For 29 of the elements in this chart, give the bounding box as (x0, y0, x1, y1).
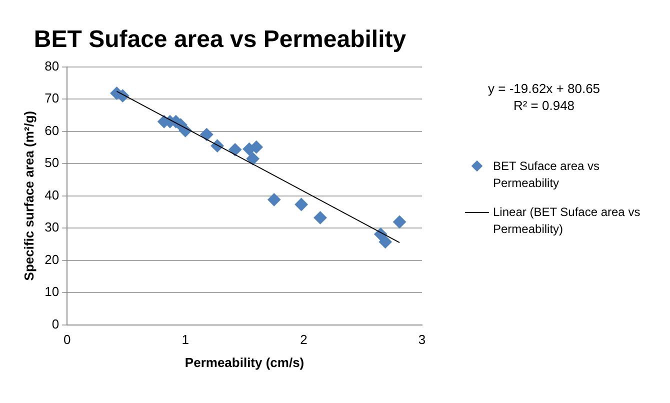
chart-title: BET Suface area vs Permeability (34, 26, 407, 54)
point (246, 152, 260, 166)
y-tick-label: 30 (44, 220, 60, 235)
y-tick-label: 10 (44, 284, 60, 300)
legend-label: Linear (BET Suface area vs Permeability) (493, 204, 642, 238)
point (378, 235, 392, 248)
x-tick-label: 0 (63, 332, 71, 348)
y-tick-label: 60 (44, 122, 60, 138)
y-axis-title: Specific surface area (m²/g) (21, 110, 36, 281)
y-tick-label: 70 (44, 90, 60, 106)
point (393, 215, 406, 228)
x-tick-label: 1 (182, 332, 189, 348)
text: y = -19.62x + 80.65 (488, 80, 600, 97)
point (250, 140, 263, 154)
point (268, 193, 281, 206)
x-tick-label: 2 (300, 332, 308, 348)
point (200, 128, 214, 142)
x-tick-label: 3 (418, 332, 426, 348)
y-tick-label: 40 (44, 187, 60, 202)
y-tick-label: 80 (44, 58, 60, 74)
y-tick-label: 50 (44, 155, 60, 170)
text: R² = 0.948 (512, 97, 576, 114)
legend-label: BET Suface area vs Permeability (493, 158, 600, 192)
point (294, 198, 308, 212)
point (228, 143, 242, 156)
x-axis-title: Permeability (cm/s) (184, 354, 304, 370)
y-tick-label: 0 (52, 316, 60, 332)
point (314, 211, 327, 224)
y-tick-label: 20 (44, 252, 60, 267)
